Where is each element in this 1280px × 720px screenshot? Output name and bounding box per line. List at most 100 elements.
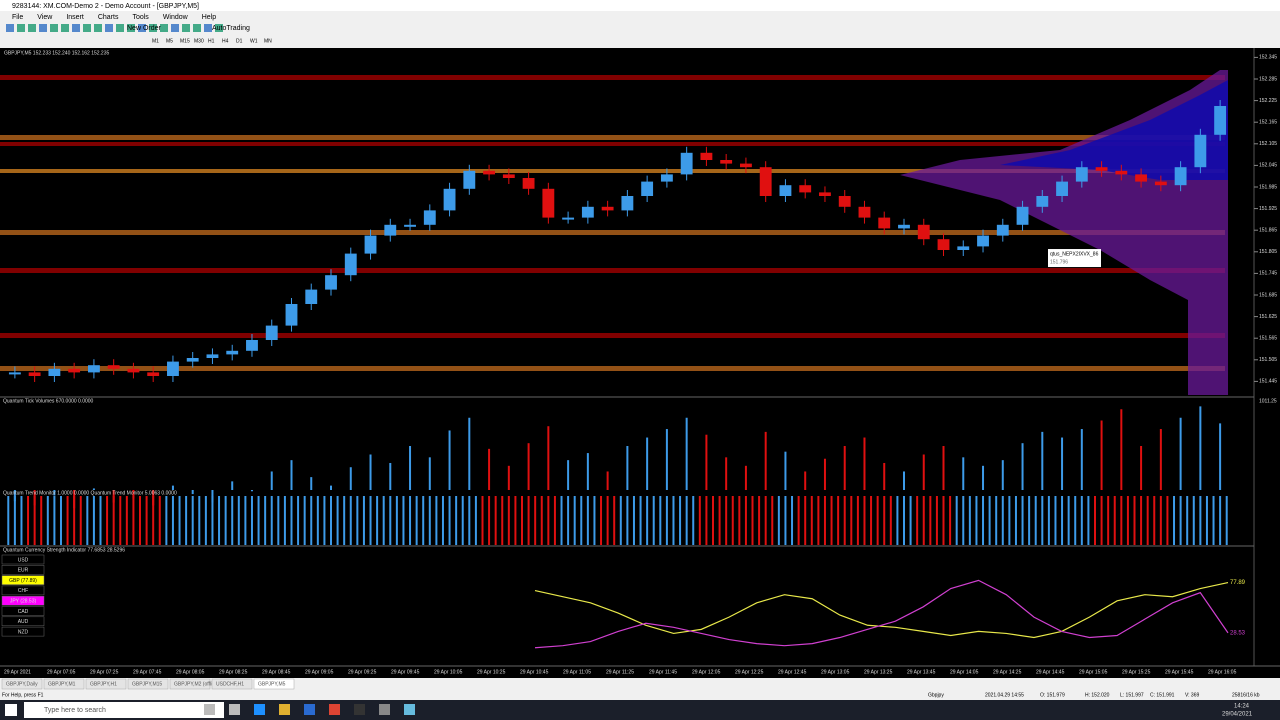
candle xyxy=(226,350,239,355)
strength-line xyxy=(534,579,1229,649)
toolbar-icon[interactable] xyxy=(105,24,113,32)
toolbar-icon[interactable] xyxy=(61,24,69,32)
x-tick-label: 29 Apr 14:25 xyxy=(993,669,1022,675)
chart-tab-label[interactable]: USDCHF,H1 xyxy=(216,681,244,687)
taskbar-icon[interactable] xyxy=(229,704,240,715)
status-item: O: 151.979 xyxy=(1040,692,1065,698)
toolbar-icon[interactable] xyxy=(149,24,157,32)
toolbar-icon[interactable] xyxy=(72,24,80,32)
toolbar-icon[interactable] xyxy=(215,24,223,32)
x-tick-label: 29 Apr 08:05 xyxy=(176,669,205,675)
chart-tab[interactable] xyxy=(1,678,43,690)
menu-item[interactable]: Window xyxy=(163,14,189,21)
timeframe-button[interactable]: M30 xyxy=(194,38,204,44)
currency-cell xyxy=(1,585,45,596)
taskbar-icon[interactable] xyxy=(204,704,215,715)
start-button[interactable] xyxy=(5,704,17,716)
autotrading-button[interactable]: AutoTrading xyxy=(212,25,250,32)
toolbar-icon[interactable] xyxy=(6,24,14,32)
chart-tab[interactable] xyxy=(211,678,253,690)
chart-tab-label[interactable]: GBPJPY,M2 (offline) xyxy=(174,681,220,687)
currency-cell xyxy=(1,595,45,606)
toolbar-icon[interactable] xyxy=(193,24,201,32)
tooltip-name: qtus_NEPX2IXVX_86 xyxy=(1050,251,1099,257)
timeframe-button[interactable]: D1 xyxy=(236,38,243,44)
x-tick-label: 29 Apr 11:45 xyxy=(649,669,677,675)
currency-cell xyxy=(1,606,45,616)
timeframe-button[interactable]: MN xyxy=(264,38,272,44)
chart-tab-label[interactable]: GBPJPY,Daily xyxy=(6,681,38,687)
menu-item[interactable]: Insert xyxy=(66,14,84,21)
menu-item[interactable]: File xyxy=(12,14,23,21)
candle xyxy=(1135,174,1148,182)
toolbar-icon[interactable] xyxy=(138,24,146,32)
candle xyxy=(364,235,377,254)
chart-tab-label[interactable]: GBPJPY,M1 xyxy=(48,681,76,687)
toolbar-icon[interactable] xyxy=(94,24,102,32)
timeframe-button[interactable]: M15 xyxy=(180,38,190,44)
toolbar-icon[interactable] xyxy=(160,24,168,32)
toolbar-icon[interactable] xyxy=(28,24,36,32)
y-tick-label: 151.865 xyxy=(1259,228,1277,234)
menu-item[interactable]: Help xyxy=(202,14,217,21)
volume-axis-label: 1011.25 xyxy=(1259,398,1277,404)
timeframe-button[interactable]: H4 xyxy=(222,38,229,44)
candle xyxy=(344,253,357,276)
taskbar-icon[interactable] xyxy=(304,704,315,715)
timeframe-button[interactable]: M5 xyxy=(166,38,173,44)
chart-tab[interactable] xyxy=(43,678,85,690)
chart-tab[interactable] xyxy=(253,678,295,690)
taskbar-icon[interactable] xyxy=(254,704,265,715)
timeframe-button[interactable]: H1 xyxy=(208,38,215,44)
toolbar-icon[interactable] xyxy=(116,24,124,32)
taskbar-icon[interactable] xyxy=(404,704,415,715)
candle xyxy=(522,178,535,189)
toolbar-icon[interactable] xyxy=(204,24,212,32)
toolbar-icon[interactable] xyxy=(39,24,47,32)
x-tick-label: 29 Apr 14:05 xyxy=(950,669,979,675)
chart-tab-label[interactable]: GBPJPY,H1 xyxy=(90,681,117,687)
menu-item[interactable]: View xyxy=(37,14,53,21)
toolbar-icon[interactable] xyxy=(171,24,179,32)
toolbar-icon[interactable] xyxy=(83,24,91,32)
chart-tab[interactable] xyxy=(127,678,169,690)
candle xyxy=(700,152,713,160)
timeframe-button[interactable]: M1 xyxy=(152,38,159,44)
support-band xyxy=(0,268,1225,273)
x-tick-label: 29 Apr 08:25 xyxy=(219,669,248,675)
toolbar-icon[interactable] xyxy=(50,24,58,32)
candle xyxy=(1194,134,1207,168)
x-tick-label: 29 Apr 13:25 xyxy=(864,669,893,675)
tooltip-price: 151.796 xyxy=(1050,259,1068,265)
chart-tab-label[interactable]: GBPJPY,M5 xyxy=(258,681,286,687)
trend-title: Quantum Trend Monitor 1.0000 0.0000 Quan… xyxy=(3,490,177,496)
candle xyxy=(246,340,258,351)
chart-tab-label[interactable]: GBPJPY,M15 xyxy=(132,681,162,687)
y-tick-label: 151.625 xyxy=(1259,314,1277,320)
taskbar-icon[interactable] xyxy=(329,704,340,715)
candle xyxy=(898,224,910,229)
menu-item[interactable]: Tools xyxy=(132,14,149,21)
toolbar-icon[interactable] xyxy=(127,24,135,32)
taskbar-icon[interactable] xyxy=(279,704,290,715)
timeframe-button[interactable]: W1 xyxy=(250,38,258,44)
taskbar-icon[interactable] xyxy=(379,704,390,715)
taskbar-icon[interactable] xyxy=(354,704,365,715)
new-order-button[interactable]: New Order xyxy=(127,25,162,32)
currency-label: GBP (77.89) xyxy=(9,578,37,584)
y-tick-label: 151.745 xyxy=(1259,271,1277,277)
chart-tab[interactable] xyxy=(85,678,127,690)
search-box[interactable] xyxy=(24,702,224,718)
candle xyxy=(48,368,61,376)
strength-title: Quantum Currency Strength Indicator 77.6… xyxy=(3,547,125,553)
x-tick-label: 29 Apr 12:05 xyxy=(692,669,721,675)
x-tick-label: 29 Apr 10:45 xyxy=(520,669,549,675)
candle xyxy=(483,170,495,175)
candle xyxy=(759,167,772,196)
toolbar-icon[interactable] xyxy=(17,24,25,32)
menu-item[interactable]: Charts xyxy=(98,14,119,21)
toolbar-icon[interactable] xyxy=(182,24,190,32)
currency-label: EUR xyxy=(18,568,29,574)
chart-tab[interactable] xyxy=(169,678,211,690)
